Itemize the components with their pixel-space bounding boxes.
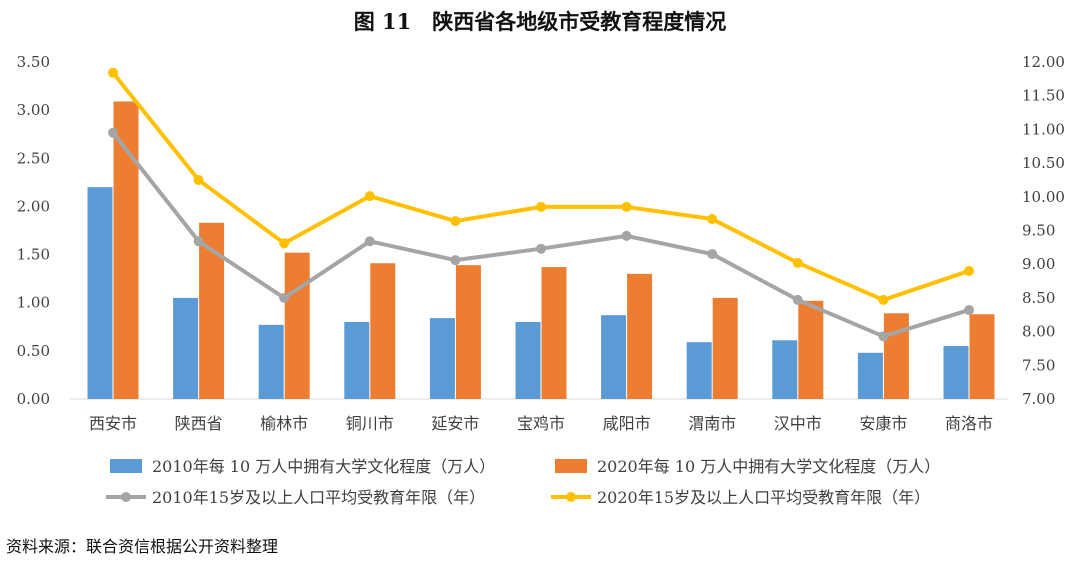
line-point [621,201,632,212]
chart-title: 图 11 陕西省各地级市受教育程度情况 [353,9,727,34]
category-label: 西安市 [89,414,137,433]
right-tick-label: 8.50 [1022,289,1055,307]
bar-2010 [515,321,541,399]
line-point [279,292,290,303]
bar-2020 [712,297,738,399]
line-point [792,257,803,268]
legend-label: 2010年15岁及以上人口平均受教育年限（年） [152,488,485,507]
category-label: 宝鸡市 [517,414,565,433]
line-point [707,249,718,260]
right-tick-label: 7.50 [1022,356,1055,374]
line-point [364,236,375,247]
line-point [878,331,889,342]
line-point [193,236,204,247]
category-label: 铜川市 [346,414,394,433]
category-label: 安康市 [859,414,907,433]
right-tick-label: 10.00 [1022,188,1065,206]
line-point [621,230,632,241]
right-tick-label: 11.50 [1022,87,1065,105]
legend-marker [566,492,576,502]
line-point [450,216,461,227]
category-label: 陕西省 [175,414,223,433]
right-tick-label: 8.00 [1022,323,1055,341]
bar-2020 [627,273,653,399]
category-label: 汉中市 [774,414,822,433]
bar-2010 [87,187,113,399]
left-tick-label: 3.00 [17,101,50,119]
line-point [108,67,118,78]
right-tick-label: 12.00 [1022,53,1065,71]
right-tick-label: 11.00 [1022,120,1065,138]
bar-2020 [284,252,310,399]
bar-2010 [601,315,627,399]
line-point [964,305,974,316]
left-tick-label: 1.50 [17,246,50,264]
category-label: 渭南市 [688,414,736,433]
right-tick-label: 9.50 [1022,222,1055,240]
bar-2020 [969,314,995,399]
line-point [792,294,803,305]
bar-2020 [798,300,824,399]
bar-2020 [370,263,396,399]
line-point [536,201,546,212]
bar-2020 [883,313,909,399]
bar-2020 [541,267,567,399]
bar-2020 [455,265,481,399]
bar-2010 [943,346,969,399]
line-point [707,214,718,225]
line-2010 [111,131,970,339]
category-label: 商洛市 [945,414,993,433]
left-tick-label: 2.00 [17,197,50,215]
line-2020 [111,71,970,302]
left-tick-label: 3.50 [17,53,50,71]
line-point [108,127,118,138]
source-note: 资料来源：联合资信根据公开资料整理 [6,537,279,556]
left-tick-label: 1.00 [17,294,50,312]
line-point [964,265,974,276]
category-label: 咸阳市 [603,414,651,433]
line-point [364,191,375,202]
line-point [878,294,889,305]
right-tick-label: 7.00 [1022,390,1055,408]
legend-marker [121,492,131,502]
bar-2010 [173,297,199,399]
legend-label: 2020年15岁及以上人口平均受教育年限（年） [597,488,930,507]
bar-2010 [772,340,798,399]
line-point [193,174,204,185]
category-label: 榆林市 [260,414,308,433]
right-tick-label: 10.50 [1022,154,1065,172]
bar-2010 [686,342,712,399]
line-point [279,238,290,249]
left-tick-label: 0.00 [17,390,50,408]
line-point [536,243,546,254]
legend-label: 2010年每 10 万人中拥有大学文化程度（万人） [152,457,495,476]
bar-2010 [344,321,370,399]
category-label: 延安市 [431,414,479,433]
legend-swatch [110,459,142,473]
left-tick-label: 2.50 [17,149,50,167]
right-tick-label: 9.00 [1022,255,1055,273]
legend-swatch [555,459,587,473]
legend-label: 2020年每 10 万人中拥有大学文化程度（万人） [597,457,940,476]
line-point [450,255,461,266]
bar-2010 [258,324,284,399]
left-tick-label: 0.50 [17,342,50,360]
bar-2010 [429,318,455,399]
bar-2010 [857,352,883,399]
